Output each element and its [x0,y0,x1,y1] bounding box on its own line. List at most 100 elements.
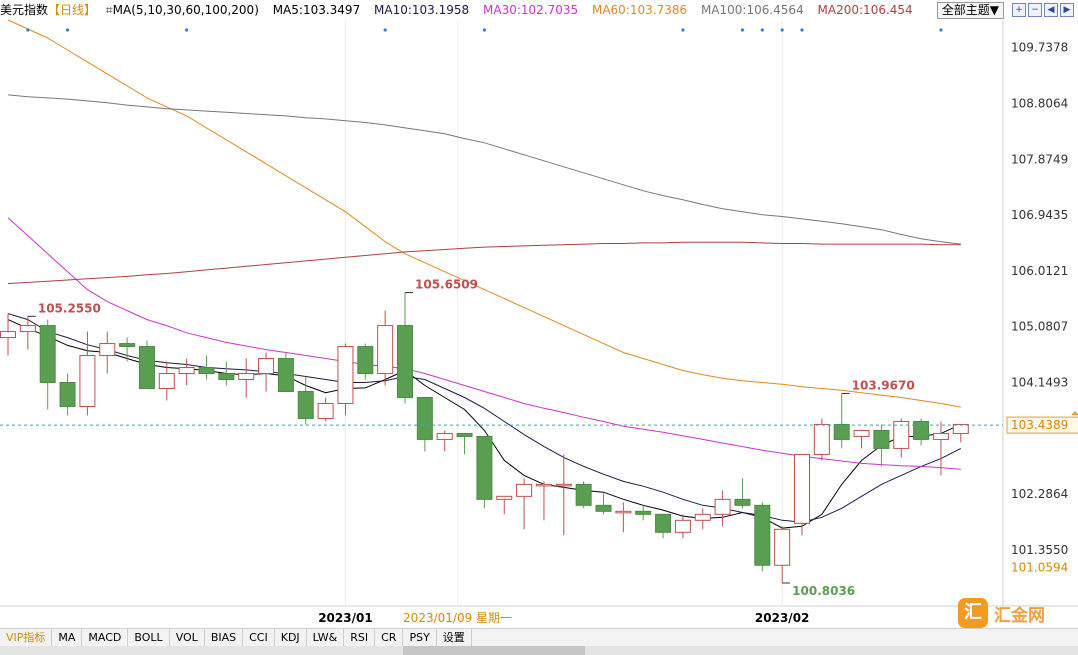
y-tick-label: 107.8749 [1011,152,1068,166]
candle [734,478,751,509]
indicator-tab[interactable]: 设置 [437,629,472,646]
candle-body-up [258,358,275,375]
candle-body-up [79,355,96,407]
candle [833,393,850,449]
candle-body-down [456,432,473,437]
event-marker [26,28,30,32]
indicator-tab[interactable]: VOL [170,629,205,646]
y-tick-label: 102.2864 [1011,487,1068,501]
indicator-tab[interactable]: LW& [307,629,345,646]
current-price-label: 103.4389 [1011,418,1068,432]
legend-ma5: MA5:103.3497 [272,3,361,17]
indicator-tab[interactable]: KDJ [275,629,307,646]
candle-body-down [635,510,652,515]
scroll-left-icon[interactable]: ◀ [1044,3,1058,17]
candle [337,343,354,416]
candle [158,361,175,401]
candle [952,423,969,443]
candle-body-up [893,420,910,449]
event-marker [740,28,745,32]
event-marker [65,28,70,32]
candle [615,502,632,533]
indicator-tab[interactable]: BOLL [128,629,170,646]
scroll-right-icon[interactable]: ▶ [1060,3,1074,17]
candle-body-up [774,528,791,566]
candle [416,396,433,452]
candle [0,313,16,356]
chart-scrollbar[interactable] [0,646,1078,655]
candle [575,481,592,509]
candle [238,358,255,398]
candle-body-up [337,346,354,404]
candle [932,421,949,476]
candle [119,337,136,362]
y-tick-label: 105.0807 [1011,320,1068,334]
indicator-tabs: VIP指标 MA MACD BOLL VOL BIAS CCI KDJ LW& RSI CR PSY 设… [0,628,1078,646]
brand-logo-name: 汇金网 [994,605,1045,626]
candle-body-down [198,367,215,375]
theme-selector-button[interactable]: 全部主题▼ [936,1,1004,19]
x-tick-label: 2023/02 [755,611,809,625]
indicator-tab[interactable]: PSY [403,629,437,646]
candle-body-up [694,513,711,521]
candle [873,424,890,467]
indicator-tab[interactable]: VIP指标 [0,629,53,646]
candle [813,418,830,461]
candle-body-down [357,346,374,375]
ma-line-ma60 [7,19,961,408]
candle-body-down [39,325,56,384]
annotation-label: 105.6509 [415,278,478,292]
current-price-box [1006,416,1078,434]
candle-body-down [754,504,771,566]
zoom-out-icon[interactable]: − [1028,3,1042,17]
candle [178,358,195,386]
candle-body-up [99,343,116,357]
candle [377,310,394,386]
indicator-tab[interactable]: MACD [82,629,129,646]
zoom-in-icon[interactable]: + [1012,3,1026,17]
candle [258,352,275,392]
candle [555,454,572,536]
candle [59,373,76,416]
candle-body-up [853,429,870,437]
x-tick-label: 2023/01 [318,611,372,625]
chart-legend: 美元指数【日线】 ⌗MA(5,10,30,60,100,200) MA5:103… [0,0,1078,20]
candle [674,514,691,539]
candle [794,453,810,536]
candle-body-up [516,483,533,497]
candle-body-up [714,498,731,515]
candle [79,331,96,416]
indicator-tab[interactable]: CCI [243,629,275,646]
candle-body-down [595,504,612,512]
candle-body-down [297,390,314,419]
event-marker [800,28,804,32]
candle-body-down [59,382,76,407]
candle-body-down [476,435,493,500]
y-tick-label: 106.9435 [1011,208,1068,222]
candle-body-down [913,420,930,440]
candle-body-up [158,373,175,389]
candle [138,340,155,389]
indicator-tab[interactable]: BIAS [205,629,244,646]
candle [456,432,473,455]
brand-logo: 汇 汇金网 [958,598,1045,628]
chart-toolbar: 全部主题▼ + − ◀ ▶ [936,0,1078,20]
candle-body-down [416,396,433,440]
indicator-tab[interactable]: RSI [344,629,376,646]
crosshair-price-label: 101.0594 [1011,561,1068,575]
event-marker [185,28,189,32]
event-marker [681,28,685,32]
scrollbar-thumb[interactable] [403,646,585,655]
legend-ma100: MA100:106.4564 [700,3,804,17]
candle-body-up [615,510,632,514]
indicator-tab[interactable]: CR [375,629,404,646]
ma-settings-icon[interactable]: ⌗ [105,3,113,17]
candle [297,376,314,425]
legend-period[interactable]: 【日线】 [48,3,97,17]
candle-body-up [674,519,691,533]
indicator-tab[interactable]: MA [52,629,83,646]
candle [39,319,56,410]
legend-ma10: MA10:103.1958 [374,3,470,17]
